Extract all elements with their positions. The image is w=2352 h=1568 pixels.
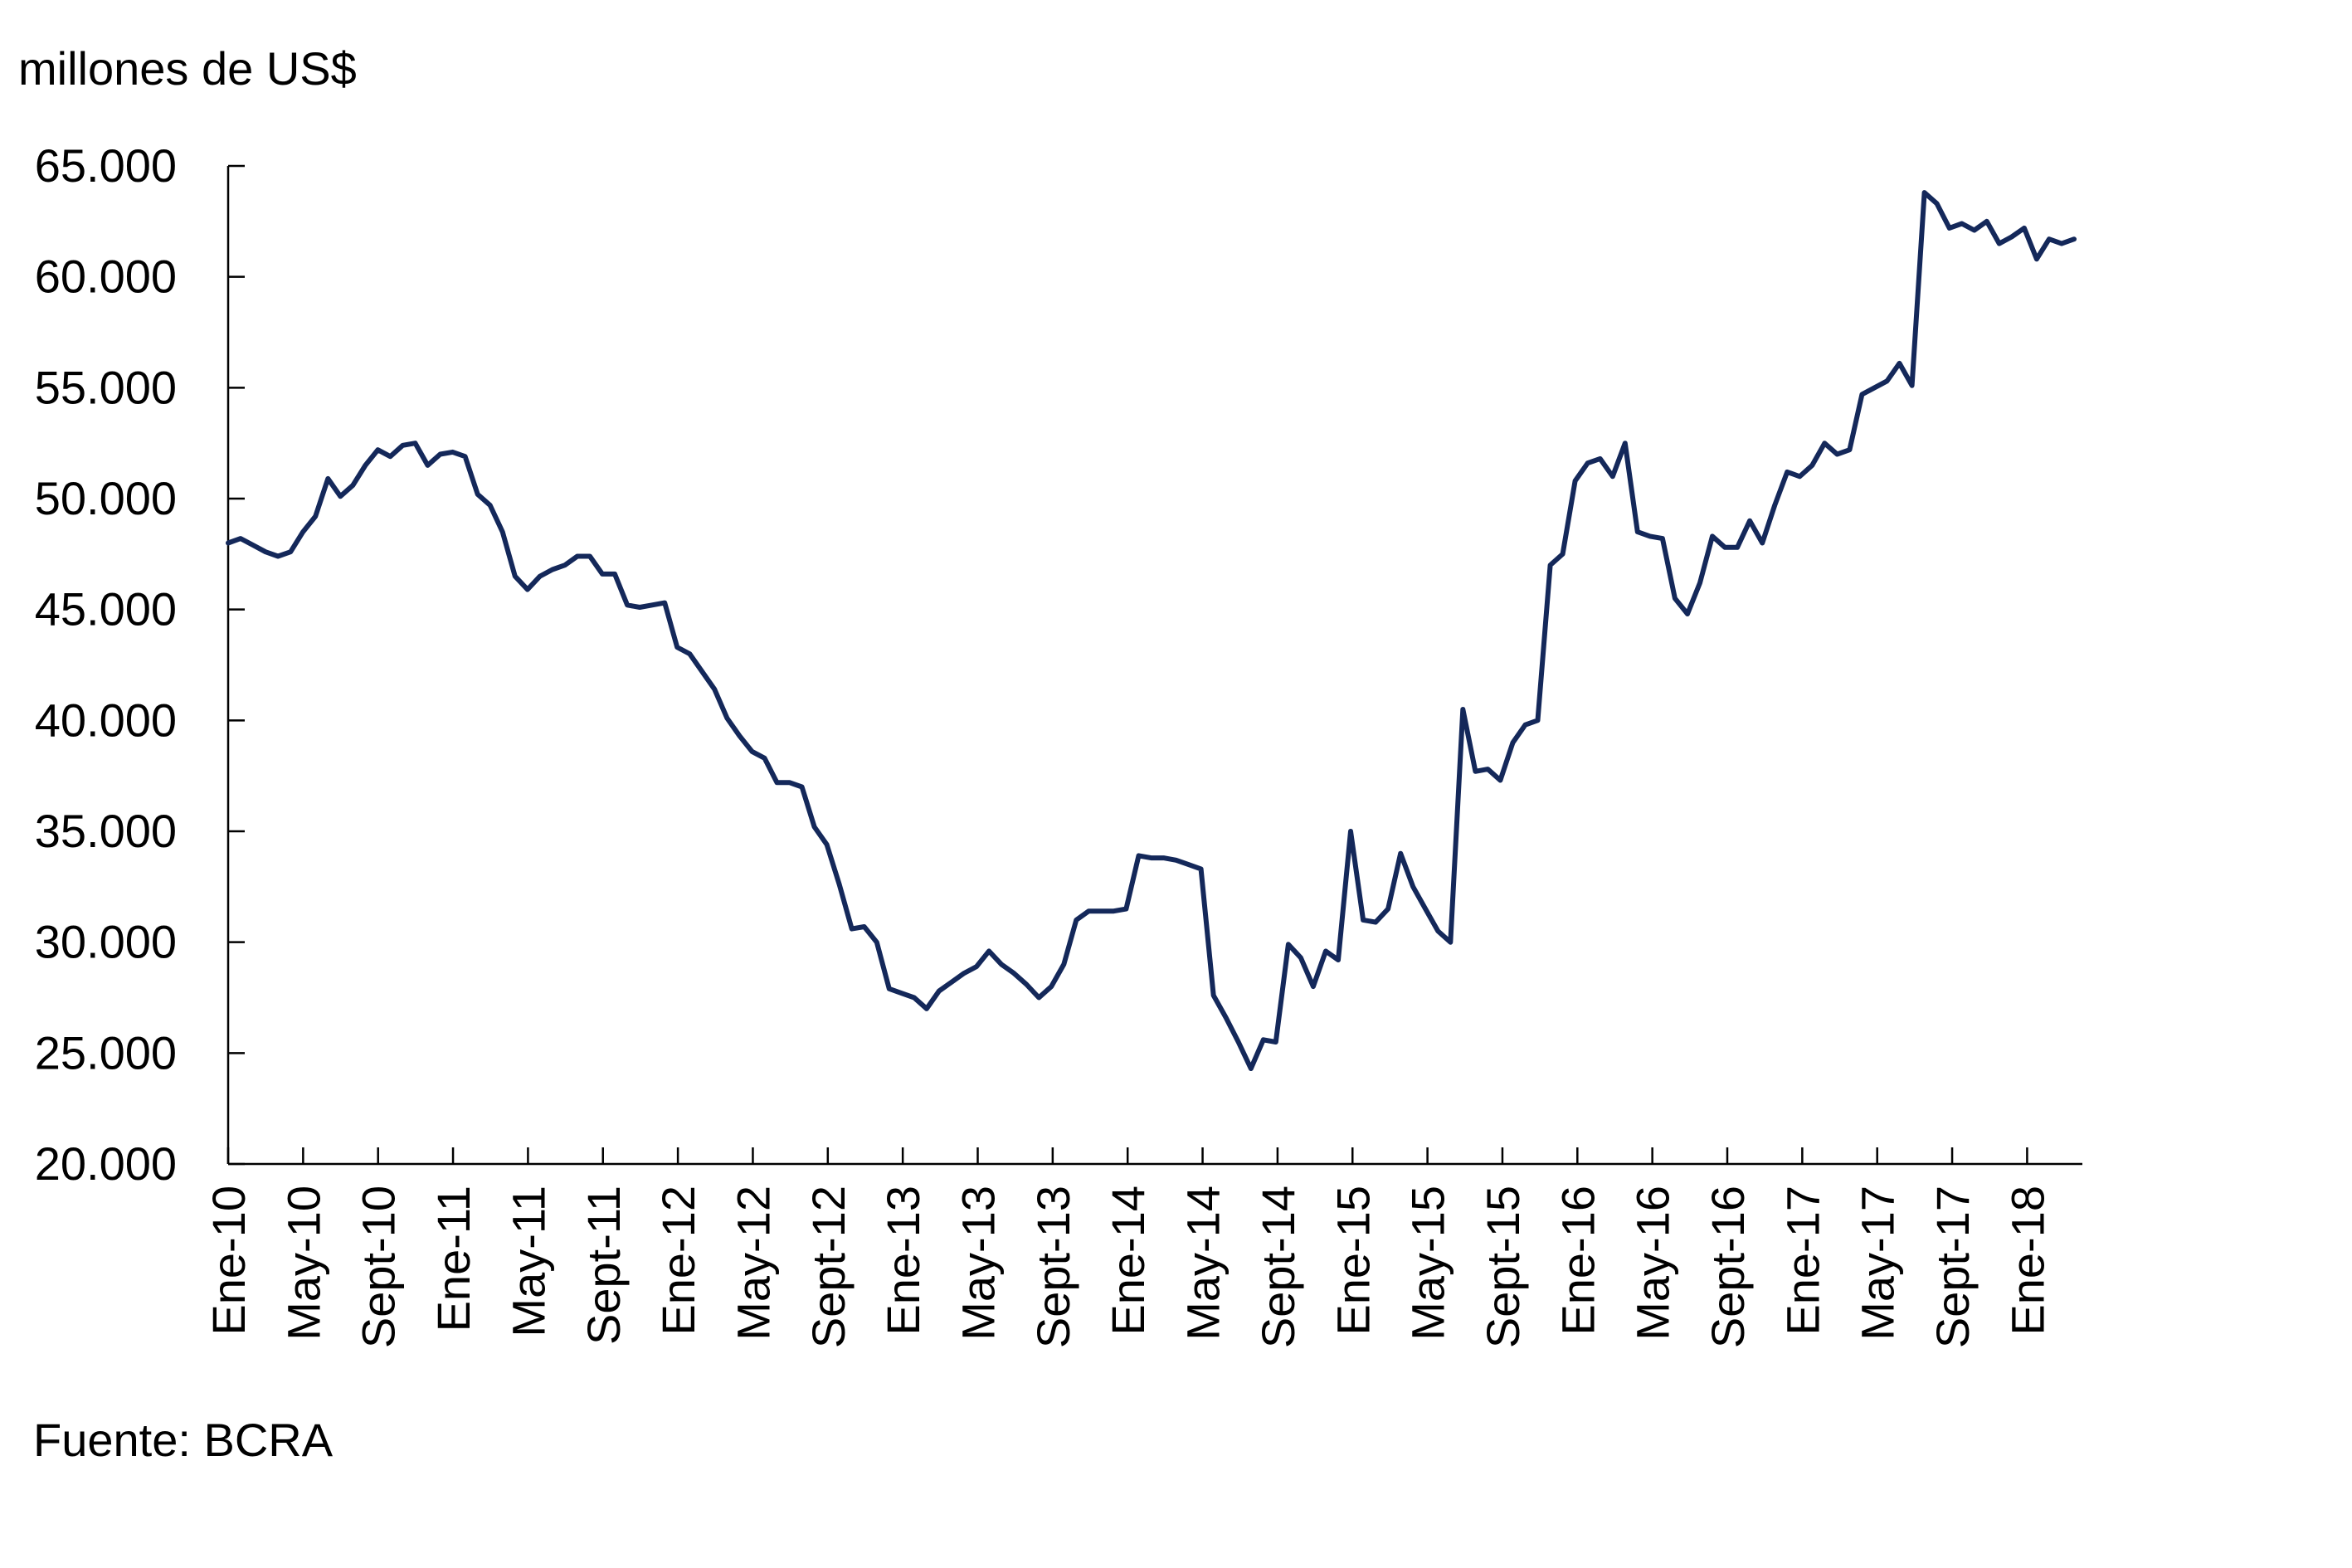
- x-tick-label: Sept-16: [1702, 1186, 1754, 1348]
- y-tick-label: 55.000: [35, 361, 177, 413]
- x-tick-label: May-11: [502, 1186, 554, 1337]
- x-tick-label: Sept-10: [353, 1186, 405, 1348]
- x-tick-label: May-15: [1402, 1186, 1454, 1341]
- y-tick-label: 50.000: [35, 472, 177, 524]
- x-tick-label: Sept-15: [1477, 1186, 1529, 1348]
- x-tick-label: Ene-14: [1102, 1186, 1154, 1336]
- x-tick-label: Ene-17: [1776, 1186, 1829, 1336]
- x-axis: Ene-10 May-10 Sept-10 Ene-11 May-11 Sept-11 En…: [202, 1147, 2082, 1348]
- y-tick-label: 45.000: [35, 583, 177, 635]
- x-tick-label: Ene-11: [427, 1186, 480, 1332]
- x-tick-label: May-12: [727, 1186, 779, 1341]
- x-tick-label: Sept-12: [802, 1186, 855, 1348]
- x-tick-label: Ene-18: [2001, 1186, 2053, 1336]
- y-axis: 20.000 25.000 30.000 35.000 40.000 45.000 50.0…: [35, 139, 245, 1190]
- x-tick-label: Sept-14: [1252, 1186, 1304, 1348]
- x-tick-label: Sept-11: [577, 1186, 630, 1345]
- x-tick-label: Sept-13: [1027, 1186, 1079, 1348]
- x-tick-label: May-14: [1177, 1186, 1230, 1341]
- x-tick-label: Ene-16: [1551, 1186, 1604, 1336]
- y-tick-label: 25.000: [35, 1026, 177, 1079]
- y-tick-label: 40.000: [35, 694, 177, 746]
- series-layer: [226, 190, 2077, 1071]
- y-tick-label: 20.000: [35, 1137, 177, 1190]
- x-tick-label: Ene-10: [202, 1186, 255, 1336]
- x-tick-label: May-17: [1852, 1186, 1904, 1341]
- y-tick-label: 35.000: [35, 805, 177, 857]
- x-tick-label: May-13: [952, 1186, 1005, 1341]
- x-tick-label: Ene-13: [877, 1186, 929, 1336]
- y-axis-unit-label: millones de US$: [18, 42, 357, 95]
- x-tick-label: Sept-17: [1926, 1186, 1979, 1348]
- y-tick-label: 65.000: [35, 139, 177, 192]
- reserves-series-line: [226, 190, 2077, 1071]
- y-tick-label: 30.000: [35, 916, 177, 968]
- y-tick-label: 60.000: [35, 251, 177, 303]
- x-tick-label: Ene-15: [1327, 1186, 1379, 1336]
- source-note: Fuente: BCRA: [33, 1414, 334, 1466]
- x-tick-label: Ene-12: [652, 1186, 704, 1336]
- x-tick-label: May-16: [1627, 1186, 1679, 1341]
- x-tick-label: May-10: [277, 1186, 329, 1341]
